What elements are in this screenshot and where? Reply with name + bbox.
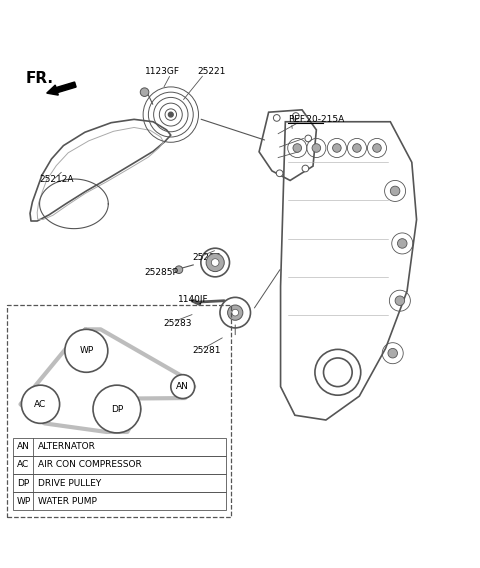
Text: 1140JF: 1140JF [178, 295, 209, 304]
Text: AN: AN [176, 382, 189, 391]
Text: AN: AN [17, 442, 30, 451]
Text: WP: WP [79, 346, 94, 356]
Circle shape [390, 186, 400, 196]
Circle shape [211, 258, 219, 266]
Circle shape [22, 385, 60, 423]
Circle shape [171, 375, 195, 399]
Text: DP: DP [111, 404, 123, 414]
Circle shape [93, 385, 141, 433]
Circle shape [168, 112, 173, 117]
Circle shape [201, 248, 229, 277]
Circle shape [293, 144, 301, 152]
Text: WP: WP [16, 496, 30, 506]
Text: 25281: 25281 [192, 346, 221, 356]
Circle shape [388, 348, 397, 358]
Circle shape [302, 165, 309, 172]
Circle shape [65, 329, 108, 372]
Text: FR.: FR. [25, 72, 53, 86]
Bar [13, 474, 226, 492]
Circle shape [175, 266, 183, 274]
Text: ALTERNATOR: ALTERNATOR [38, 442, 96, 451]
Circle shape [395, 296, 405, 306]
Text: AIR CON COMPRESSOR: AIR CON COMPRESSOR [38, 461, 142, 469]
Bar [13, 438, 226, 456]
Circle shape [305, 135, 312, 142]
Circle shape [333, 144, 341, 152]
Circle shape [140, 88, 149, 97]
Circle shape [292, 112, 299, 119]
Text: 1123GF: 1123GF [144, 67, 180, 76]
Text: WATER PUMP: WATER PUMP [38, 496, 97, 506]
Text: AC: AC [17, 461, 29, 469]
Circle shape [274, 115, 280, 121]
Text: 25286: 25286 [192, 253, 221, 262]
Text: AC: AC [35, 400, 47, 409]
Circle shape [220, 298, 251, 328]
Bar [13, 492, 226, 510]
Bar [13, 456, 226, 474]
Text: 25212A: 25212A [39, 174, 74, 183]
Text: DP: DP [17, 478, 29, 487]
Circle shape [312, 144, 321, 152]
Circle shape [276, 170, 283, 177]
FancyArrow shape [47, 82, 76, 95]
Bar [7, 304, 231, 517]
Text: 25221: 25221 [197, 67, 226, 76]
Circle shape [232, 310, 239, 316]
Text: REF.20-215A: REF.20-215A [288, 115, 344, 124]
Circle shape [206, 253, 224, 272]
Circle shape [397, 239, 407, 248]
Circle shape [228, 305, 243, 320]
Text: 25285P: 25285P [144, 268, 179, 277]
Circle shape [372, 144, 381, 152]
Circle shape [353, 144, 361, 152]
Text: 25283: 25283 [164, 319, 192, 328]
Text: DRIVE PULLEY: DRIVE PULLEY [38, 478, 101, 487]
